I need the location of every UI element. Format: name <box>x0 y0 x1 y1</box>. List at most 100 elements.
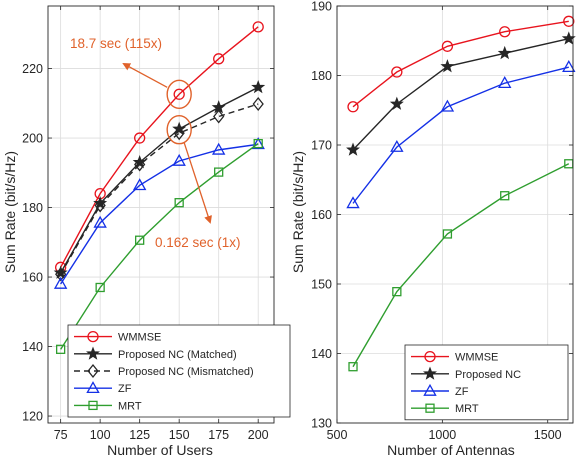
legend-entry: ZF <box>118 383 132 395</box>
y-tick-label: 180 <box>22 201 43 215</box>
series-proposed-nc-matched- <box>53 79 266 279</box>
y-tick-label: 140 <box>311 347 332 361</box>
data-point <box>134 157 146 172</box>
x-tick-label: 175 <box>208 428 229 442</box>
left-y-axis-label: Sum Rate (bit/s/Hz) <box>2 151 18 273</box>
data-point <box>53 265 68 279</box>
series-wmmse <box>347 15 575 113</box>
annotation-text: 0.162 sec (1x) <box>155 235 241 250</box>
legend-entry: WMMSE <box>118 332 161 344</box>
series-line <box>352 20 569 108</box>
legend-entry: Proposed NC <box>455 369 521 381</box>
data-point <box>252 96 264 112</box>
data-point <box>173 88 185 100</box>
annotations: 18.7 sec (115x) 0.162 sec (1x) <box>70 36 241 250</box>
legend-entry: Proposed NC (Mismatched) <box>118 366 254 378</box>
data-point <box>134 132 146 144</box>
annotation-ellipse <box>166 115 192 145</box>
series-line <box>60 86 259 274</box>
legend-marker <box>87 330 99 343</box>
series-line <box>60 143 259 285</box>
series-mrt <box>55 138 263 354</box>
data-point <box>93 215 107 228</box>
data-point <box>563 15 575 27</box>
y-tick-label: 160 <box>22 271 43 285</box>
data-point <box>135 235 145 245</box>
y-tick-label: 140 <box>22 340 43 354</box>
legend-entry: WMMSE <box>455 352 498 364</box>
legend-entry: MRT <box>455 403 479 415</box>
data-point <box>173 126 185 141</box>
data-point <box>347 101 359 113</box>
annotation-arrow <box>122 63 168 88</box>
legend-entry: MRT <box>118 400 142 412</box>
legend: WMMSE Proposed NC (Matched) Proposed NC (M… <box>67 324 291 418</box>
data-point <box>55 267 67 282</box>
series-line <box>60 143 259 350</box>
right-y-axis-label: Sum Rate (bit/s/Hz) <box>290 151 306 273</box>
data-point <box>172 121 187 135</box>
x-tick-label: 1000 <box>428 428 456 442</box>
data-point <box>442 229 453 239</box>
data-point <box>562 60 576 73</box>
data-point <box>213 109 225 124</box>
legend-marker <box>425 403 435 413</box>
data-point <box>500 191 510 201</box>
data-point <box>440 59 455 73</box>
data-point <box>95 282 105 293</box>
data-point <box>251 79 266 94</box>
data-point <box>55 344 66 354</box>
data-point <box>390 139 404 152</box>
data-point <box>497 45 512 60</box>
data-point <box>253 138 263 149</box>
y-tick-label: 170 <box>311 139 332 153</box>
chart-sum-rate-vs-antennas: 500 1000 1500 130 140 150 160 170 180 190 WMMSE Pro… <box>311 0 576 442</box>
legend-marker <box>86 346 100 360</box>
x-tick-label: 500 <box>327 428 348 442</box>
series-proposed-nc-mismatched- <box>55 96 264 282</box>
data-point <box>389 96 404 110</box>
plot-frame <box>336 5 574 424</box>
y-tick-label: 200 <box>22 132 43 146</box>
data-point <box>214 167 224 177</box>
legend-marker <box>86 381 100 394</box>
data-point <box>213 53 225 65</box>
y-tick-label: 120 <box>22 410 43 424</box>
annotation-arrow <box>183 142 212 224</box>
data-point <box>172 153 186 166</box>
y-tick-label: 190 <box>311 0 332 14</box>
data-point <box>251 137 265 150</box>
y-tick-label: 150 <box>311 278 332 292</box>
series-line <box>60 103 259 275</box>
x-tick-label: 1500 <box>534 428 562 442</box>
plot-frame <box>47 5 275 424</box>
series-mrt <box>348 159 574 372</box>
x-tick-label: 125 <box>129 428 150 442</box>
y-tick-label: 220 <box>22 62 43 76</box>
x-tick-label: 150 <box>169 428 190 442</box>
series-line <box>352 66 569 204</box>
data-point <box>94 198 106 213</box>
chart-sum-rate-vs-users: 75 100 125 150 175 200 120 140 160 180 200 220 WMMSE… <box>22 5 291 442</box>
y-tick-label: 130 <box>311 417 332 431</box>
data-point <box>346 196 360 209</box>
annotation-ellipse <box>166 79 192 109</box>
data-point <box>441 40 454 52</box>
x-tick-label: 100 <box>90 428 111 442</box>
left-x-axis-label: Number of Users <box>107 442 213 458</box>
legend-entry: ZF <box>455 386 469 398</box>
y-tick-label: 160 <box>311 208 332 222</box>
data-point <box>348 362 358 372</box>
legend-marker <box>424 350 436 363</box>
series-line <box>352 163 570 368</box>
legend-entry: Proposed NC (Matched) <box>118 349 237 361</box>
series-line <box>60 26 259 268</box>
series-zf <box>346 60 576 209</box>
data-point <box>132 178 147 191</box>
legend-marker <box>423 383 437 396</box>
annotation-text: 18.7 sec (115x) <box>70 36 162 51</box>
legend-marker <box>88 400 98 411</box>
data-point <box>499 26 511 38</box>
data-point <box>498 76 512 88</box>
